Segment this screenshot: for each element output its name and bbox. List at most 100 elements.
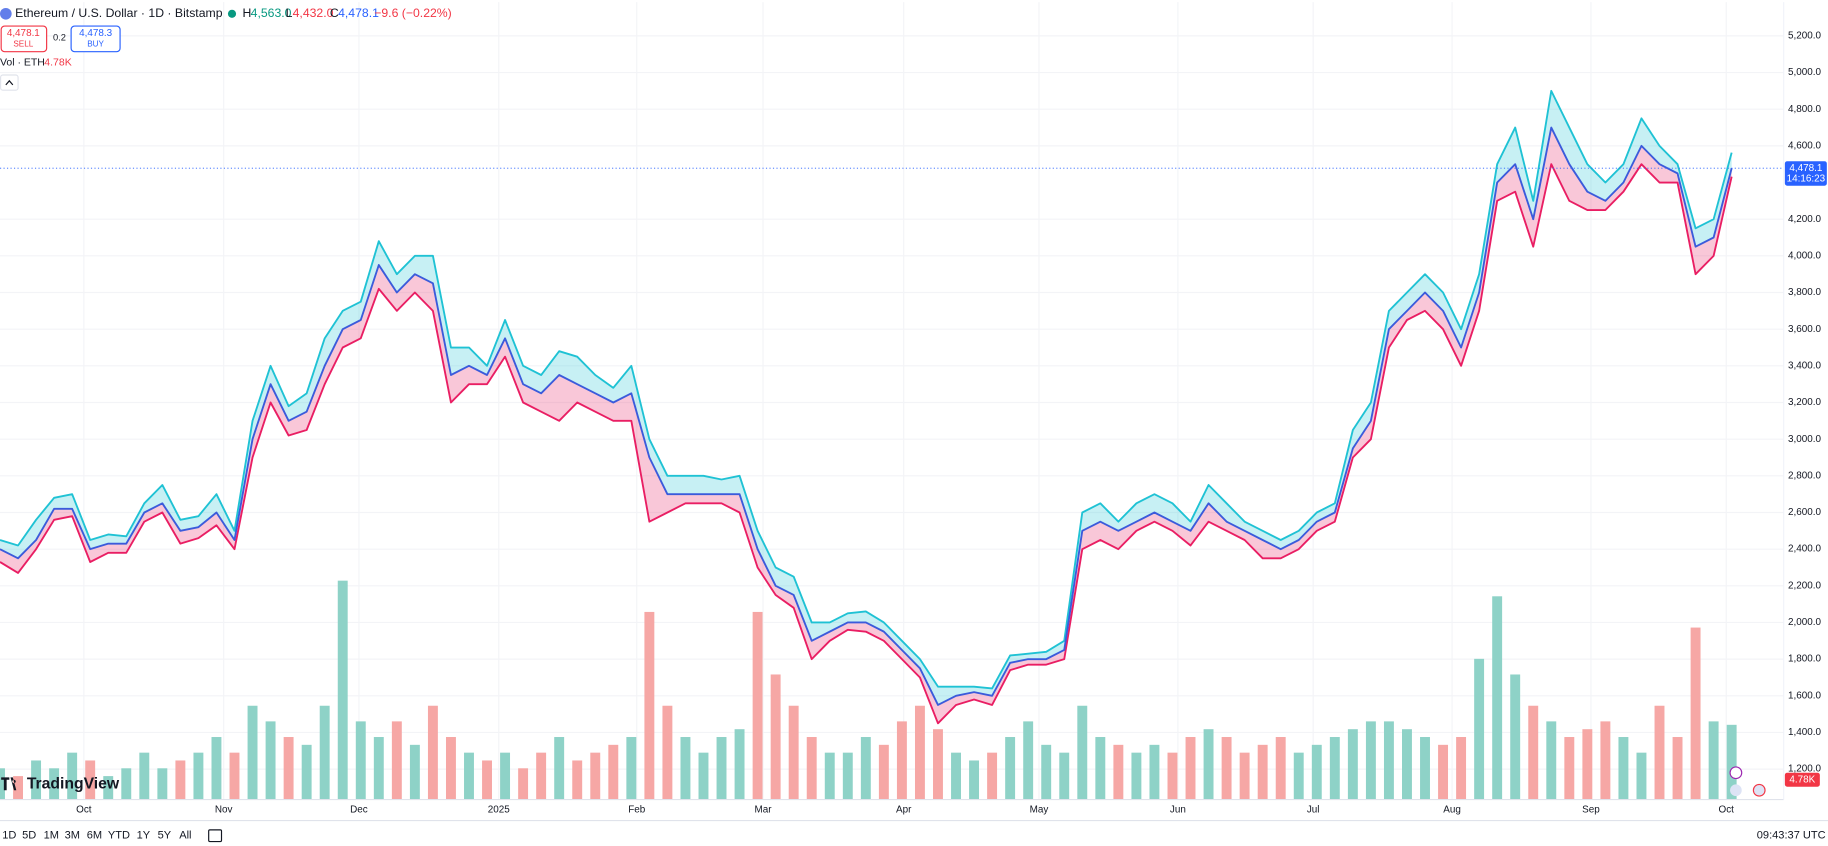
range-button[interactable]: 1D <box>2 830 16 842</box>
volume-bar <box>1005 737 1016 800</box>
change: −9.6 (−0.22%) <box>374 6 452 20</box>
x-tick-label: Feb <box>628 805 646 816</box>
volume-bar <box>427 705 438 800</box>
volume-bar <box>391 721 402 800</box>
low-line <box>0 163 1733 725</box>
volume-pane <box>0 580 1737 800</box>
volume-bar <box>229 752 240 800</box>
range-button[interactable]: 1Y <box>137 830 151 842</box>
volume-bar <box>1275 737 1286 800</box>
volume-bar <box>1456 737 1467 800</box>
volume-bar <box>1528 705 1539 800</box>
volume-bar <box>1347 729 1358 800</box>
volume-bar <box>247 705 258 800</box>
volume-bar <box>969 760 980 800</box>
volume-bar <box>716 737 727 800</box>
volume-bar <box>1113 744 1124 800</box>
y-tick-label: 3,400.0 <box>1788 360 1821 371</box>
volume-bar <box>788 705 799 800</box>
volume-bar <box>31 760 42 800</box>
y-tick-label: 3,600.0 <box>1788 324 1821 335</box>
volume-bar <box>49 768 60 800</box>
market-status <box>227 9 237 18</box>
volume-bar <box>1023 721 1034 800</box>
volume-bar <box>1582 729 1593 800</box>
volume-bar <box>175 760 186 800</box>
volume-bar <box>301 744 312 800</box>
volume-tag-label: 4.78K <box>1789 774 1815 785</box>
volume-bar <box>752 611 763 800</box>
volume-bar <box>1726 724 1737 800</box>
range-button[interactable]: 6M <box>87 830 102 842</box>
y-tick-label: 5,200.0 <box>1788 30 1821 41</box>
volume-bar <box>121 768 132 800</box>
volume-bar <box>337 580 348 800</box>
volume-bar <box>626 737 637 800</box>
sell-button[interactable] <box>0 25 48 53</box>
volume-bar <box>860 737 871 800</box>
y-tick-label: 4,800.0 <box>1788 104 1821 115</box>
x-tick-label: Nov <box>215 805 233 816</box>
volume-bar <box>211 737 222 800</box>
x-tick-label: May <box>1030 805 1049 816</box>
collapse-button[interactable] <box>0 74 19 91</box>
y-tick-label: 1,600.0 <box>1788 690 1821 701</box>
x-tick-label: Sep <box>1582 805 1600 816</box>
volume-bar <box>1600 721 1611 800</box>
volume-bar <box>824 752 835 800</box>
buy-button[interactable] <box>70 25 121 53</box>
x-tick-label: 2025 <box>488 805 511 816</box>
buy-price: 4,478.3 <box>79 28 112 39</box>
close-line <box>0 126 1733 706</box>
alert-icon[interactable] <box>1729 766 1743 780</box>
y-tick-label: 2,200.0 <box>1788 580 1821 591</box>
volume-bar <box>1492 596 1503 800</box>
volume-bar <box>770 674 781 800</box>
volume-bar <box>319 705 330 800</box>
y-tick-label: 3,200.0 <box>1788 397 1821 408</box>
volume-legend-value: 4.78K <box>44 58 71 69</box>
range-button[interactable]: All <box>179 830 191 842</box>
volume-bar <box>283 737 294 800</box>
volume-bar <box>518 768 529 800</box>
high: 4,563.0 <box>251 6 292 20</box>
y-tick-label: 4,000.0 <box>1788 250 1821 261</box>
volume-bar <box>536 752 547 800</box>
symbol: Ethereum / U.S. Dollar · 1D · Bitstamp <box>15 6 223 20</box>
range-button[interactable]: YTD <box>108 830 130 842</box>
volume-bar <box>1564 737 1575 800</box>
volume-bar <box>103 776 114 800</box>
volume-bar <box>1077 705 1088 800</box>
volume-bar <box>914 705 925 800</box>
range-button[interactable]: 5Y <box>158 830 172 842</box>
volume-bar <box>554 737 565 800</box>
volume-bar <box>1708 721 1719 800</box>
range-button[interactable]: 5D <box>22 830 36 842</box>
volume-legend-label: Vol · ETH <box>0 58 45 69</box>
grid <box>0 2 1784 800</box>
volume-bar <box>608 744 619 800</box>
low-label: L <box>286 6 293 20</box>
x-tick-label: Jul <box>1307 805 1320 816</box>
price-pane <box>0 89 1784 725</box>
range-button[interactable]: 3M <box>65 830 80 842</box>
volume-bar <box>157 768 168 800</box>
calendar-icon[interactable] <box>208 829 223 843</box>
logo-icon <box>1 777 17 791</box>
volume-bar <box>193 752 204 800</box>
sell-label: SELL <box>13 39 33 48</box>
volume-bar <box>1203 729 1214 800</box>
range-button[interactable]: 1M <box>44 830 59 842</box>
volume-bar <box>1474 658 1485 800</box>
volume-bar <box>445 737 456 800</box>
volume-bar <box>951 752 961 800</box>
high-line <box>0 89 1733 690</box>
volume-bar <box>1618 737 1629 800</box>
volume-bar <box>1510 674 1521 800</box>
volume-bar <box>1438 744 1449 800</box>
y-tick-label: 4,600.0 <box>1788 140 1821 151</box>
volume-bar <box>1546 721 1557 800</box>
